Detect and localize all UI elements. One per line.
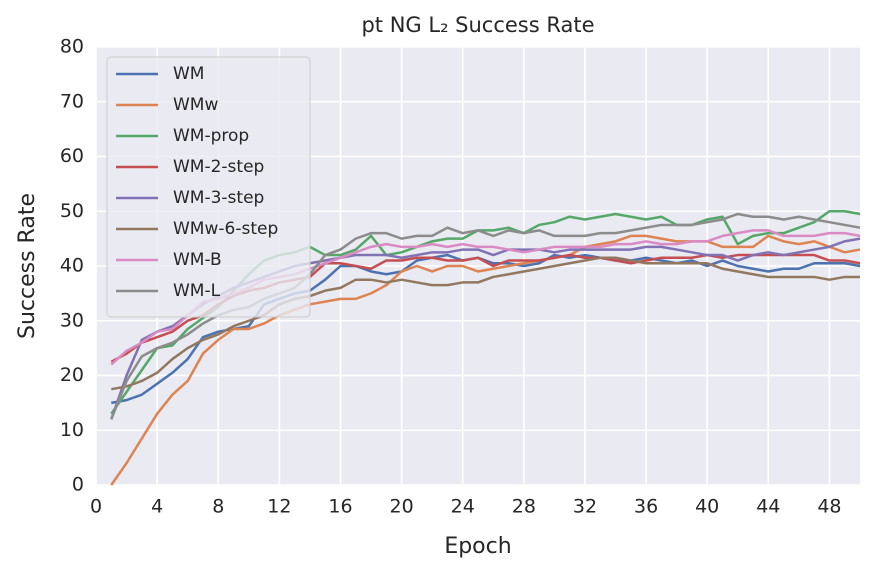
legend-label: WMw <box>173 95 218 115</box>
x-tick-label: 44 <box>756 496 780 518</box>
y-tick-label: 20 <box>60 364 84 386</box>
legend-label: WM <box>173 64 204 84</box>
legend-box <box>106 56 311 318</box>
x-tick-label: 28 <box>512 496 536 518</box>
y-tick-label: 60 <box>60 145 84 167</box>
legend-label: WM-3-step <box>173 188 264 208</box>
legend-label: WMw-6-step <box>173 219 278 239</box>
y-axis-label: Success Rate <box>15 193 40 339</box>
x-tick-label: 48 <box>817 496 841 518</box>
x-axis-label: Epoch <box>444 534 511 559</box>
x-tick-label: 20 <box>390 496 414 518</box>
legend-label: WM-2-step <box>173 157 264 177</box>
x-tick-label: 12 <box>267 496 291 518</box>
y-tick-label: 10 <box>60 419 84 441</box>
chart-title: pt NG L₂ Success Rate <box>361 13 594 37</box>
y-tick-label: 70 <box>60 90 84 112</box>
x-tick-label: 8 <box>212 496 224 518</box>
x-tick-label: 36 <box>634 496 658 518</box>
x-tick-label: 40 <box>695 496 719 518</box>
x-tick-label: 4 <box>151 496 163 518</box>
legend-label: WM-L <box>173 281 221 301</box>
y-tick-label: 80 <box>60 36 84 58</box>
legend-label: WM-B <box>173 250 222 270</box>
y-tick-label: 50 <box>60 200 84 222</box>
x-tick-label: 32 <box>573 496 597 518</box>
x-tick-label: 24 <box>451 496 475 518</box>
y-tick-label: 0 <box>72 474 84 496</box>
y-tick-label: 40 <box>60 255 84 277</box>
series-line <box>110 234 861 486</box>
x-tick-label: 0 <box>90 496 102 518</box>
series-line <box>111 256 860 391</box>
legend: WM WMw WM-prop WM-2-step WM-3-step WMw-6-step… <box>106 56 311 318</box>
legend-label: WM-prop <box>173 126 249 146</box>
y-tick-label: 30 <box>60 309 84 331</box>
x-tick-label: 16 <box>328 496 352 518</box>
